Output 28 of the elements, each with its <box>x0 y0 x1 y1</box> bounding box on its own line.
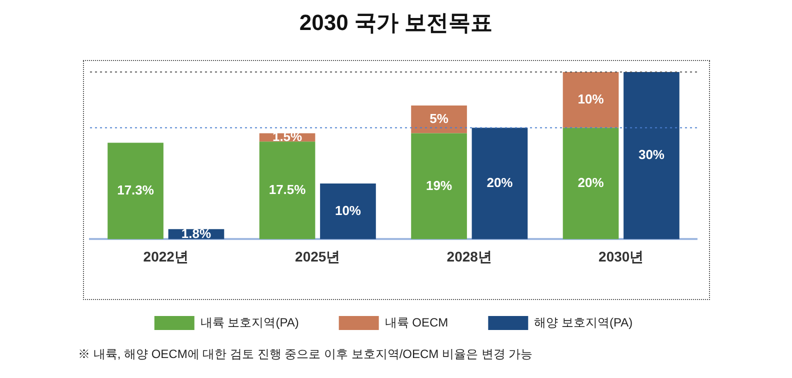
x-tick-label: 2025년 <box>295 248 340 264</box>
x-tick-label: 2030년 <box>598 248 644 264</box>
data-label: 17.5% <box>268 182 306 198</box>
chart-title: 2030 국가 보전목표 <box>298 9 494 37</box>
text: ※ 내륙, 해양 OECM에 대한 검토 진행 중으로 이후 보호지역/OECM 비율은 변경 가능 <box>78 346 533 363</box>
legend-label: 해양 보호지역(PA) <box>534 315 633 330</box>
data-label: 20% <box>486 175 514 190</box>
data-label: 10% <box>578 91 604 106</box>
bar <box>320 183 376 240</box>
data-label: 30% <box>638 147 665 162</box>
data-label: 10% <box>334 202 362 218</box>
bar <box>411 105 467 134</box>
bar <box>562 128 619 240</box>
bar <box>562 72 619 128</box>
bar <box>411 133 467 240</box>
data-label: 17.3% <box>117 182 154 198</box>
data-label: 5% <box>430 110 449 126</box>
data-label: 20% <box>578 175 604 190</box>
bar <box>108 142 164 240</box>
bar <box>472 128 528 240</box>
bar <box>259 142 316 240</box>
bar <box>624 72 680 240</box>
legend-label: 내륙 OECM <box>384 315 448 330</box>
legend-label: 내륙 보호지역(PA) <box>200 315 299 330</box>
data-label: 19% <box>426 178 452 193</box>
x-tick-label: 2022년 <box>143 248 188 264</box>
data-label: 1.8% <box>181 226 212 241</box>
x-tick-label: 2028년 <box>446 248 492 264</box>
